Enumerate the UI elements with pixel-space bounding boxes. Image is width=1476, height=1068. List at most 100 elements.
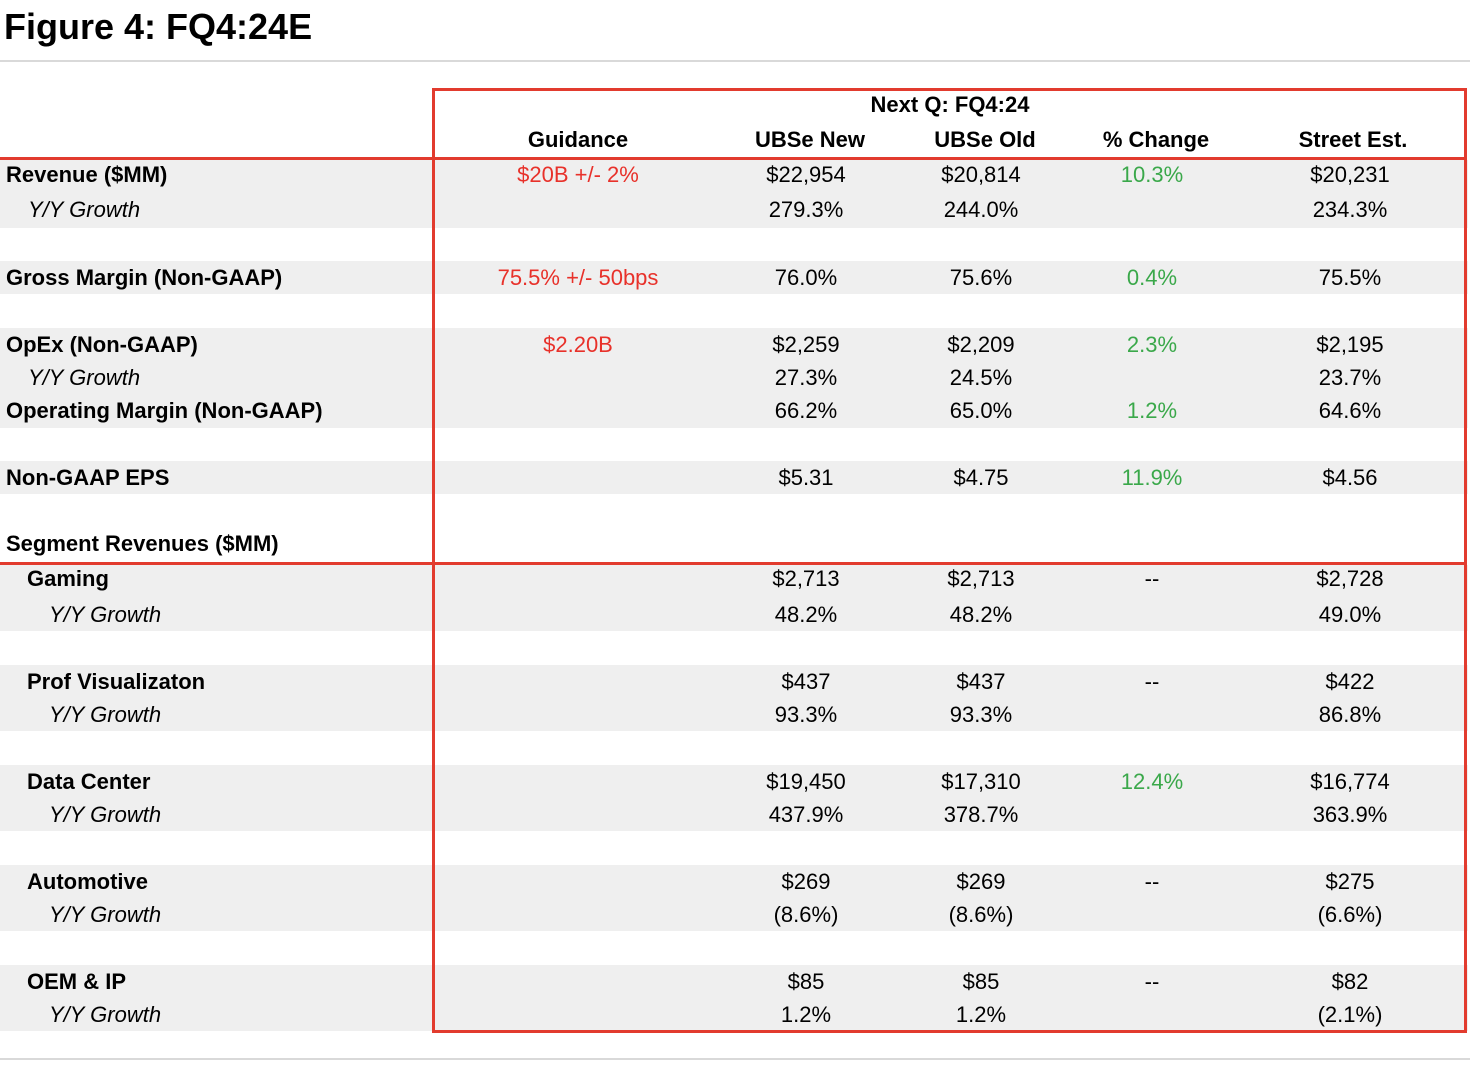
row-label: Segment Revenues ($MM) [6,531,279,556]
ubse-old-cell: $2,713 [947,566,1015,591]
street-est-cell: $2,195 [1316,332,1384,357]
row-label: Data Center [27,769,151,794]
row-label: Y/Y Growth [28,365,141,390]
row-label: Operating Margin (Non-GAAP) [6,398,323,423]
row-label: Y/Y Growth [49,702,162,727]
ubse-new-cell: $2,259 [772,332,840,357]
pct-change-cell: -- [1144,869,1160,894]
row-label: Y/Y Growth [49,802,162,827]
column-header-ubse-old: UBSe Old [934,127,1036,152]
street-est-cell: $20,231 [1310,162,1390,187]
column-header-ubse-new: UBSe New [754,127,866,152]
row-label: Gaming [27,566,109,591]
row-label: Non-GAAP EPS [6,465,170,490]
street-est-cell: $2,728 [1316,566,1384,591]
ubse-new-cell: 93.3% [774,702,838,727]
ubse-new-cell: 1.2% [780,1002,832,1027]
row-label: Y/Y Growth [28,197,141,222]
ubse-old-cell: 378.7% [943,802,1019,827]
highlight-box-left [432,88,435,1033]
top-divider [0,60,1470,62]
row-label: Prof Visualizaton [27,669,206,694]
row-label: Revenue ($MM) [6,162,168,187]
street-est-cell: $16,774 [1310,769,1390,794]
row-band [0,328,1468,428]
pct-change-cell: 11.9% [1121,465,1183,490]
street-est-cell: $4.56 [1322,465,1378,490]
ubse-new-cell: $437 [781,669,831,694]
ubse-new-cell: 66.2% [774,398,838,423]
pct-change-cell: 1.2% [1126,398,1178,423]
street-est-cell: $275 [1325,869,1375,894]
ubse-old-cell: $85 [962,969,1000,994]
ubse-old-cell: 75.6% [949,265,1013,290]
period-header: Next Q: FQ4:24 [870,92,1030,117]
ubse-new-cell: $2,713 [772,566,840,591]
pct-change-cell: -- [1144,969,1160,994]
ubse-old-cell: 244.0% [943,197,1019,222]
header-underline [0,157,1467,160]
column-header-guidance: Guidance [527,127,629,152]
street-est-cell: 363.9% [1312,802,1388,827]
row-band [0,565,1468,631]
ubse-new-cell: $5.31 [778,465,834,490]
ubse-old-cell: $2,209 [947,332,1015,357]
column-header-street-est: Street Est. [1298,127,1408,152]
street-est-cell: 75.5% [1318,265,1382,290]
pct-change-cell: 12.4% [1120,769,1184,794]
pct-change-cell: -- [1144,566,1160,591]
ubse-new-cell: $85 [787,969,825,994]
ubse-new-cell: 437.9% [768,802,844,827]
row-band [0,665,1468,731]
row-band [0,765,1468,831]
row-label: OpEx (Non-GAAP) [6,332,198,357]
street-est-cell: (2.1%) [1317,1002,1383,1027]
segment-divider [0,562,1467,565]
row-label: Automotive [27,869,148,894]
ubse-old-cell: $20,814 [941,162,1021,187]
highlight-box-right [1464,88,1467,1033]
ubse-new-cell: $269 [781,869,831,894]
pct-change-cell: 0.4% [1126,265,1178,290]
ubse-old-cell: $269 [956,869,1006,894]
street-est-cell: 64.6% [1318,398,1382,423]
ubse-old-cell: (8.6%) [948,902,1014,927]
ubse-old-cell: 1.2% [955,1002,1007,1027]
column-header-pct-change: % Change [1102,127,1210,152]
highlight-box-bottom [432,1030,1467,1033]
row-band [0,965,1468,1031]
figure-title: Figure 4: FQ4:24E [4,6,313,47]
row-label: Y/Y Growth [49,602,162,627]
street-est-cell: 234.3% [1312,197,1388,222]
ubse-old-cell: $437 [956,669,1006,694]
row-label: Gross Margin (Non-GAAP) [6,265,283,290]
row-label: Y/Y Growth [49,902,162,927]
row-band [0,865,1468,931]
ubse-new-cell: 76.0% [774,265,838,290]
ubse-new-cell: $22,954 [766,162,846,187]
ubse-old-cell: 24.5% [949,365,1013,390]
street-est-cell: (6.6%) [1317,902,1383,927]
ubse-old-cell: 48.2% [949,602,1013,627]
guidance-cell: 75.5% +/- 50bps [497,265,659,290]
pct-change-cell: 2.3% [1126,332,1178,357]
row-label: OEM & IP [27,969,127,994]
bottom-divider [0,1058,1470,1060]
street-est-cell: $82 [1331,969,1369,994]
ubse-old-cell: 65.0% [949,398,1013,423]
street-est-cell: $422 [1325,669,1375,694]
ubse-new-cell: 27.3% [774,365,838,390]
row-band [0,160,1468,228]
ubse-old-cell: $4.75 [953,465,1009,490]
guidance-cell: $2.20B [543,332,613,357]
ubse-new-cell: 279.3% [768,197,844,222]
row-label: Y/Y Growth [49,1002,162,1027]
street-est-cell: 86.8% [1318,702,1382,727]
highlight-box-top [432,88,1467,91]
ubse-new-cell: (8.6%) [773,902,839,927]
pct-change-cell: 10.3% [1120,162,1184,187]
pct-change-cell: -- [1144,669,1160,694]
ubse-old-cell: 93.3% [949,702,1013,727]
row-band [0,461,1468,494]
ubse-new-cell: $19,450 [766,769,846,794]
